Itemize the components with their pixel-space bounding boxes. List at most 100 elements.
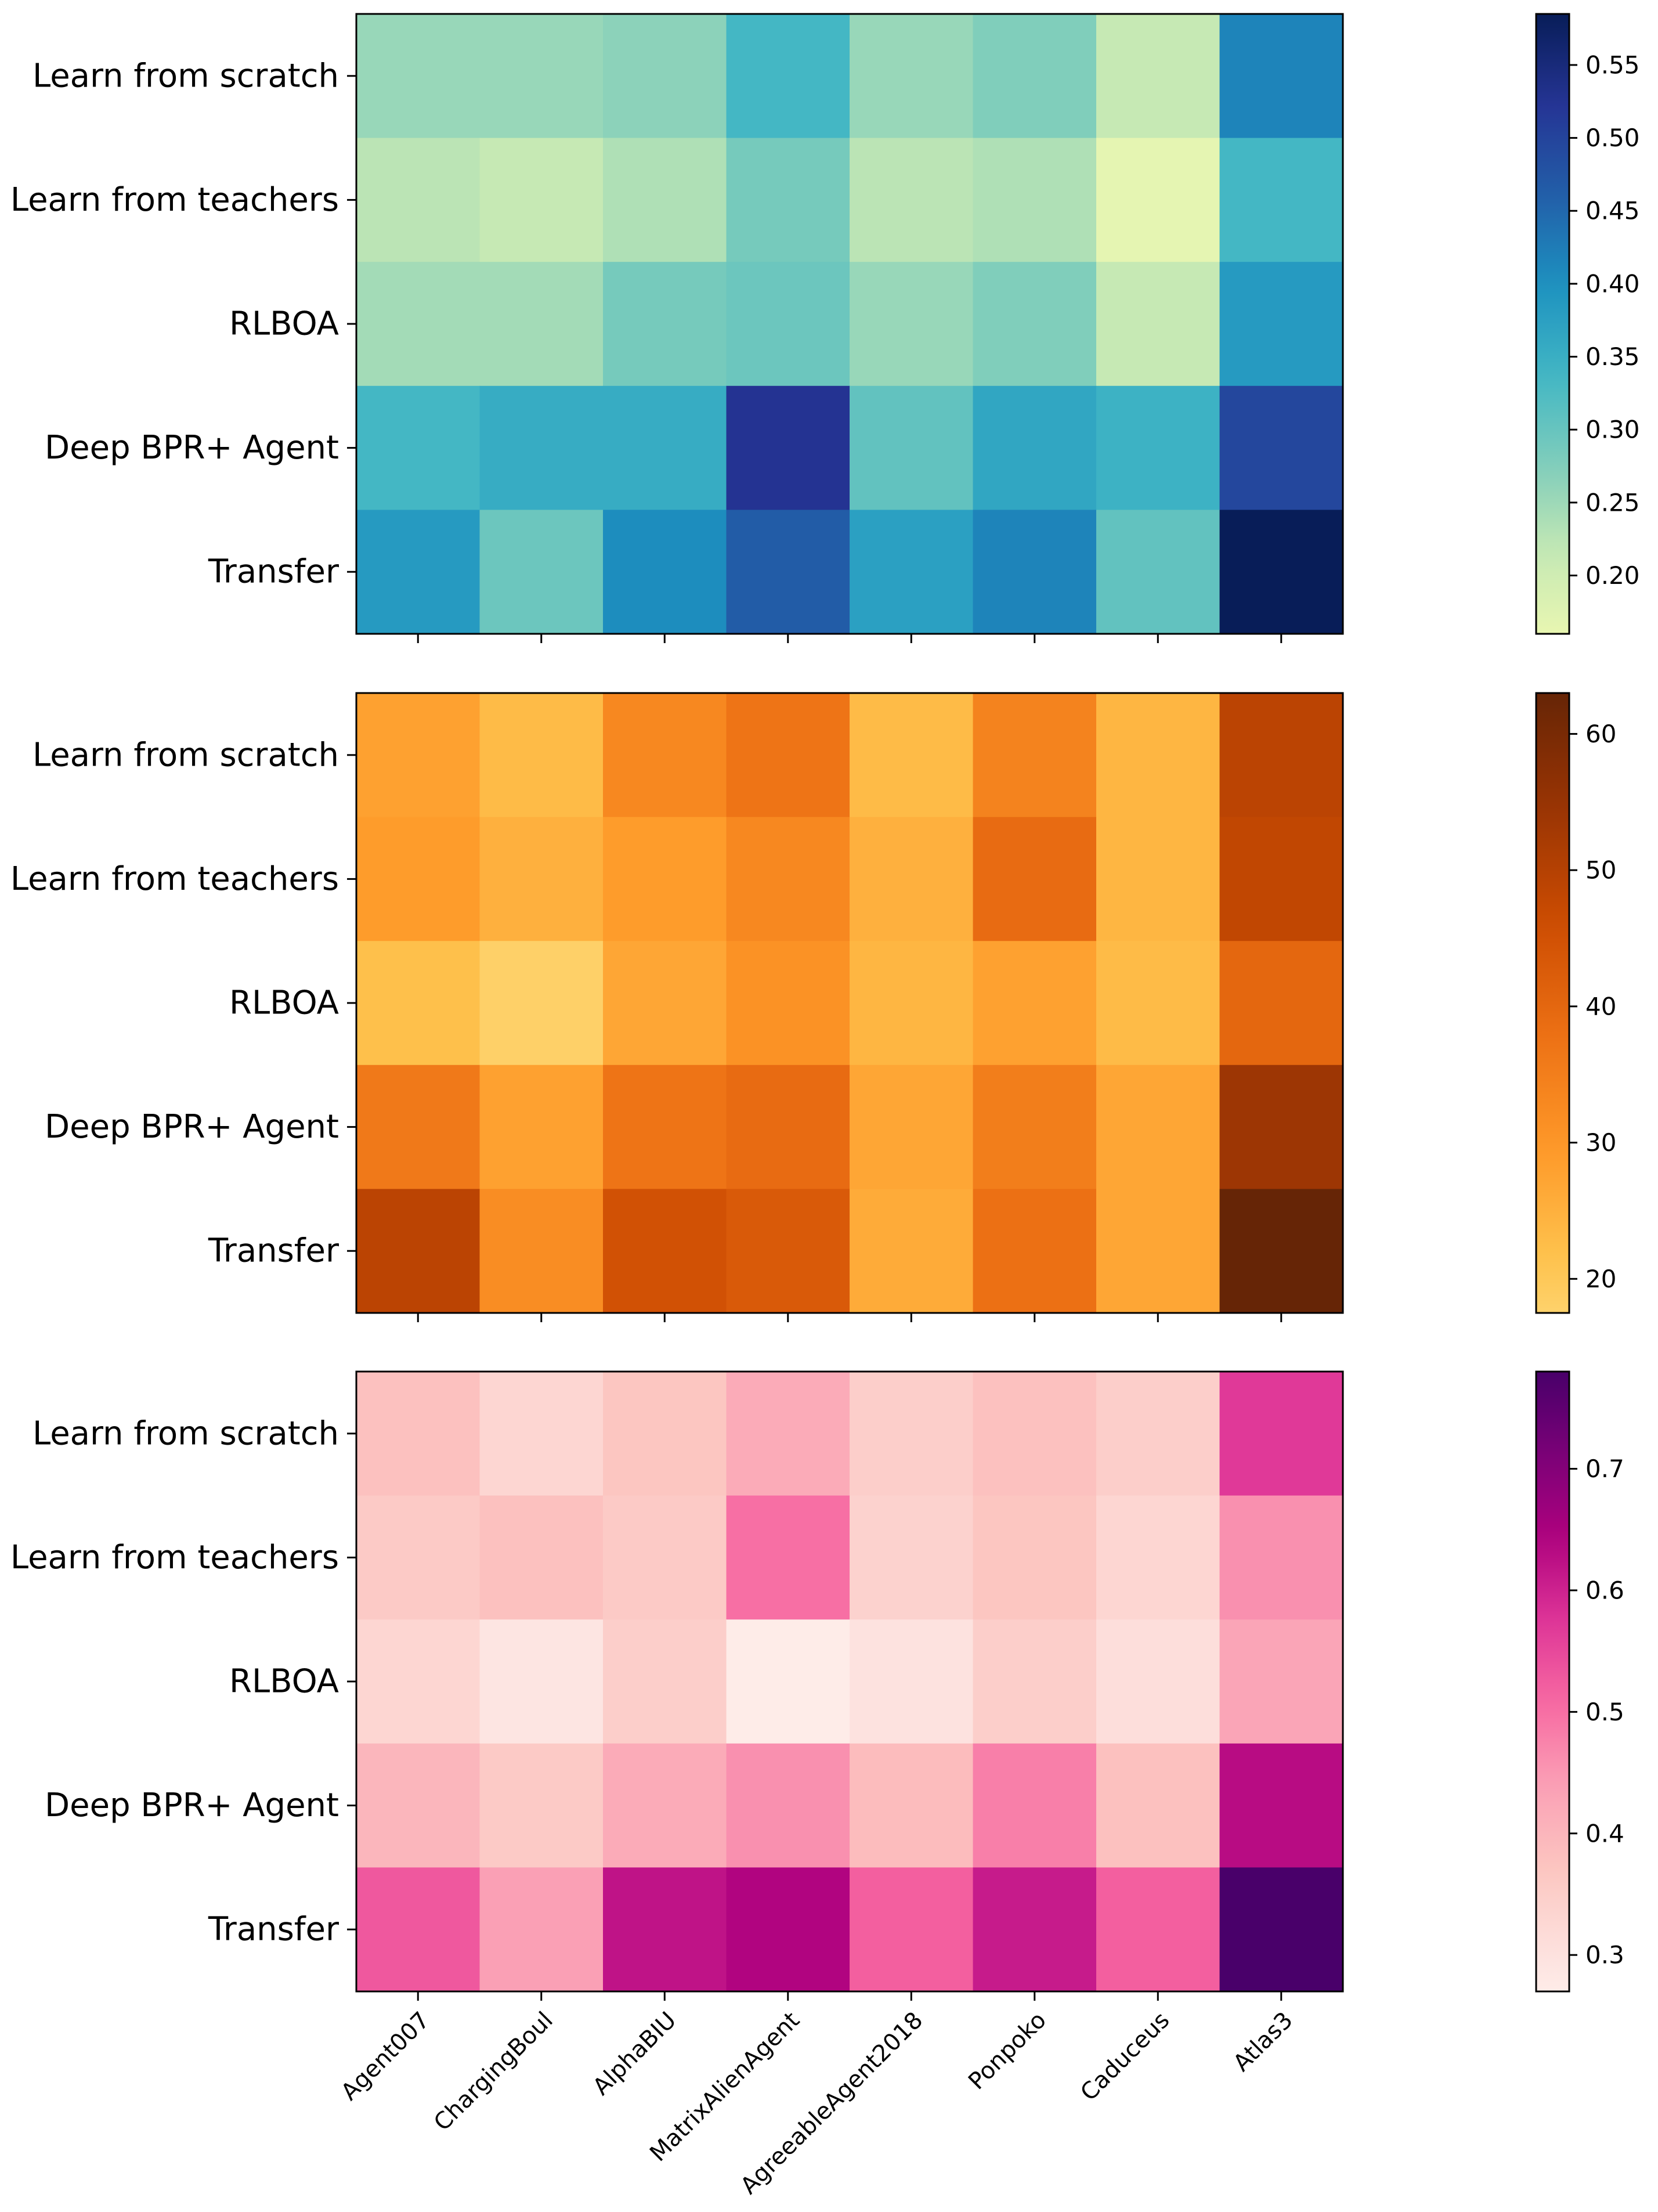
heatmap-cell (1096, 817, 1220, 941)
heatmap-cell (850, 262, 974, 387)
y-tick-label: Transfer (208, 1232, 339, 1270)
heatmap-cell (603, 1372, 727, 1496)
heatmap-cell (726, 1064, 850, 1189)
heatmap-cell (726, 1867, 850, 1992)
y-tick-label: Learn from teachers (10, 1539, 339, 1576)
heatmap-cell (603, 1867, 727, 1992)
colorbar-tick-label: 20 (1585, 1265, 1616, 1293)
heatmap-cell (479, 14, 604, 139)
heatmap-cell (603, 385, 727, 510)
heatmap-cell (479, 817, 604, 941)
heatmap-cell (603, 1189, 727, 1314)
heatmap-cell (1219, 1064, 1343, 1189)
y-tick-label: RLBOA (229, 984, 339, 1022)
x-tick-label: ChargingBoul (429, 2007, 558, 2137)
heatmap-cell (356, 1372, 481, 1496)
y-tick-label: Learn from scratch (32, 1414, 339, 1452)
colorbar-tick-label: 0.20 (1585, 561, 1640, 590)
colorbar-tick-label: 0.3 (1585, 1941, 1624, 1969)
heatmap-cell (973, 385, 1097, 510)
colorbar-tick-label: 0.6 (1585, 1576, 1624, 1604)
heatmap-cell (1096, 138, 1220, 262)
heatmap-cell (1096, 1064, 1220, 1189)
heatmap-cell (1096, 14, 1220, 139)
heatmap-cell (603, 138, 727, 262)
y-tick-label: Transfer (208, 1911, 339, 1948)
heatmap-cell (1096, 510, 1220, 634)
heatmap-cell (1096, 1867, 1220, 1992)
heatmap-cell (603, 941, 727, 1066)
heatmap-cell (726, 1743, 850, 1868)
colorbar (1535, 1370, 1570, 1993)
heatmap-cell (1096, 1743, 1220, 1868)
heatmap-cell (1219, 1743, 1343, 1868)
heatmap-cell (726, 385, 850, 510)
heatmap-cell (356, 1619, 481, 1744)
heatmap-cell (973, 1064, 1097, 1189)
heatmap-cell (850, 1867, 974, 1992)
heatmap-cell (1219, 138, 1343, 262)
heatmap-cell (726, 510, 850, 634)
heatmap-cell (850, 385, 974, 510)
heatmap-cell (850, 693, 974, 818)
heatmap-cell (1219, 1619, 1343, 1744)
heatmap-cell (1096, 1189, 1220, 1314)
heatmap-panel-3: Learn from scratch Learn from teachers RLB… (10, 1370, 1624, 2199)
y-tick-label: Deep BPR+ Agent (45, 429, 339, 467)
colorbar-tick-label: 0.25 (1585, 488, 1640, 517)
y-tick-label: RLBOA (229, 305, 339, 343)
heatmap-cell (850, 1495, 974, 1620)
colorbar-tick-label: 0.45 (1585, 197, 1640, 225)
colorbar-tick-label: 0.30 (1585, 416, 1640, 444)
heatmap-cell (1219, 817, 1343, 941)
y-tick-label: Learn from teachers (10, 181, 339, 219)
heatmap-cell (973, 510, 1097, 634)
heatmap-cell (1096, 693, 1220, 818)
heatmap-cell (973, 1189, 1097, 1314)
heatmap-cell (973, 14, 1097, 139)
heatmap-cell (850, 510, 974, 634)
heatmap-cell (850, 14, 974, 139)
colorbar-tick-label: 0.55 (1585, 50, 1640, 79)
heatmap-cell (356, 1495, 481, 1620)
heatmap-cell (479, 1619, 604, 1744)
heatmap-cell (726, 817, 850, 941)
heatmap-cell (479, 1189, 604, 1314)
heatmap-cell (479, 1064, 604, 1189)
heatmap-cell (356, 1064, 481, 1189)
heatmap-cell (356, 385, 481, 510)
heatmap-cell (1219, 1495, 1343, 1620)
colorbar-tick-label: 30 (1585, 1128, 1616, 1157)
heatmap-cell (356, 262, 481, 387)
heatmap-cell (850, 1189, 974, 1314)
heatmap-panel-2: Learn from scratch Learn from teachers RLB… (10, 692, 1616, 1322)
heatmap-cell (479, 1743, 604, 1868)
heatmap-panel-1: Learn from scratch Learn from teachers RLB… (10, 13, 1640, 643)
heatmap-cell (603, 817, 727, 941)
colorbar (1535, 692, 1570, 1314)
heatmap-cell (479, 1495, 604, 1620)
heatmap-cell (1096, 1372, 1220, 1496)
heatmap-cell (726, 1619, 850, 1744)
heatmap-cell (479, 1372, 604, 1496)
heatmap-cell (603, 14, 727, 139)
colorbar-tick-label: 0.7 (1585, 1455, 1624, 1483)
heatmap-cell (1096, 385, 1220, 510)
y-tick-label: Learn from teachers (10, 860, 339, 898)
heatmap-cell (850, 1619, 974, 1744)
y-tick-label: Deep BPR+ Agent (45, 1108, 339, 1146)
colorbar-tick-label: 0.50 (1585, 124, 1640, 152)
heatmap-cell (356, 1743, 481, 1868)
heatmap-cell (1096, 941, 1220, 1066)
heatmap-cell (479, 941, 604, 1066)
heatmap-cell (603, 262, 727, 387)
colorbar-tick-label: 40 (1585, 992, 1616, 1020)
heatmap-cell (356, 817, 481, 941)
heatmap-cell (973, 138, 1097, 262)
heatmap-cell (1219, 14, 1343, 139)
heatmap-cell (726, 1189, 850, 1314)
heatmap-cell (356, 1189, 481, 1314)
heatmap-cell (1219, 941, 1343, 1066)
heatmap-cell (479, 138, 604, 262)
